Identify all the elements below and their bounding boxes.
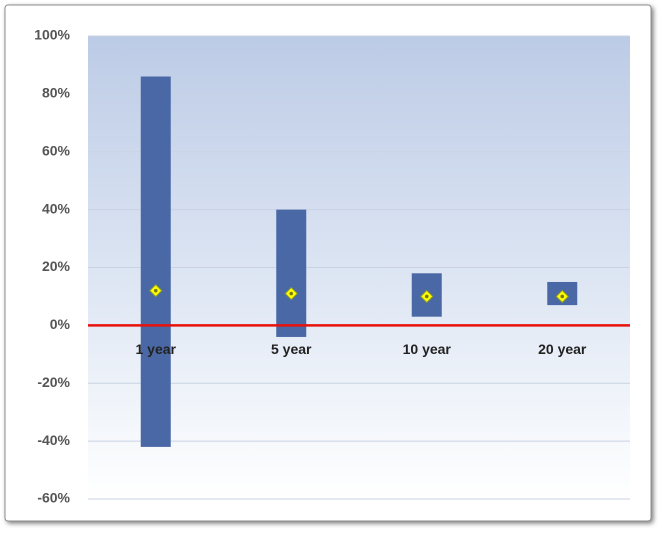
x-tick-label: 10 year	[403, 341, 452, 357]
x-tick-label: 20 year	[538, 341, 587, 357]
y-tick-label: -40%	[37, 432, 70, 448]
range-bar	[276, 209, 307, 337]
x-tick-label: 5 year	[271, 341, 312, 357]
x-tick-label: 1 year	[136, 341, 177, 357]
average-marker-center	[424, 294, 429, 299]
average-marker-center	[560, 294, 565, 299]
range-bar	[140, 76, 171, 447]
y-tick-label: 20%	[42, 258, 71, 274]
y-tick-label: 40%	[42, 200, 71, 216]
average-marker-center	[153, 288, 158, 293]
y-tick-label: 60%	[42, 142, 71, 158]
y-tick-label: -20%	[37, 374, 70, 390]
average-marker-center	[289, 291, 294, 296]
y-tick-label: 80%	[42, 85, 71, 101]
y-tick-label: -60%	[37, 490, 70, 506]
y-tick-label: 100%	[34, 27, 70, 43]
y-tick-label: 0%	[50, 316, 71, 332]
